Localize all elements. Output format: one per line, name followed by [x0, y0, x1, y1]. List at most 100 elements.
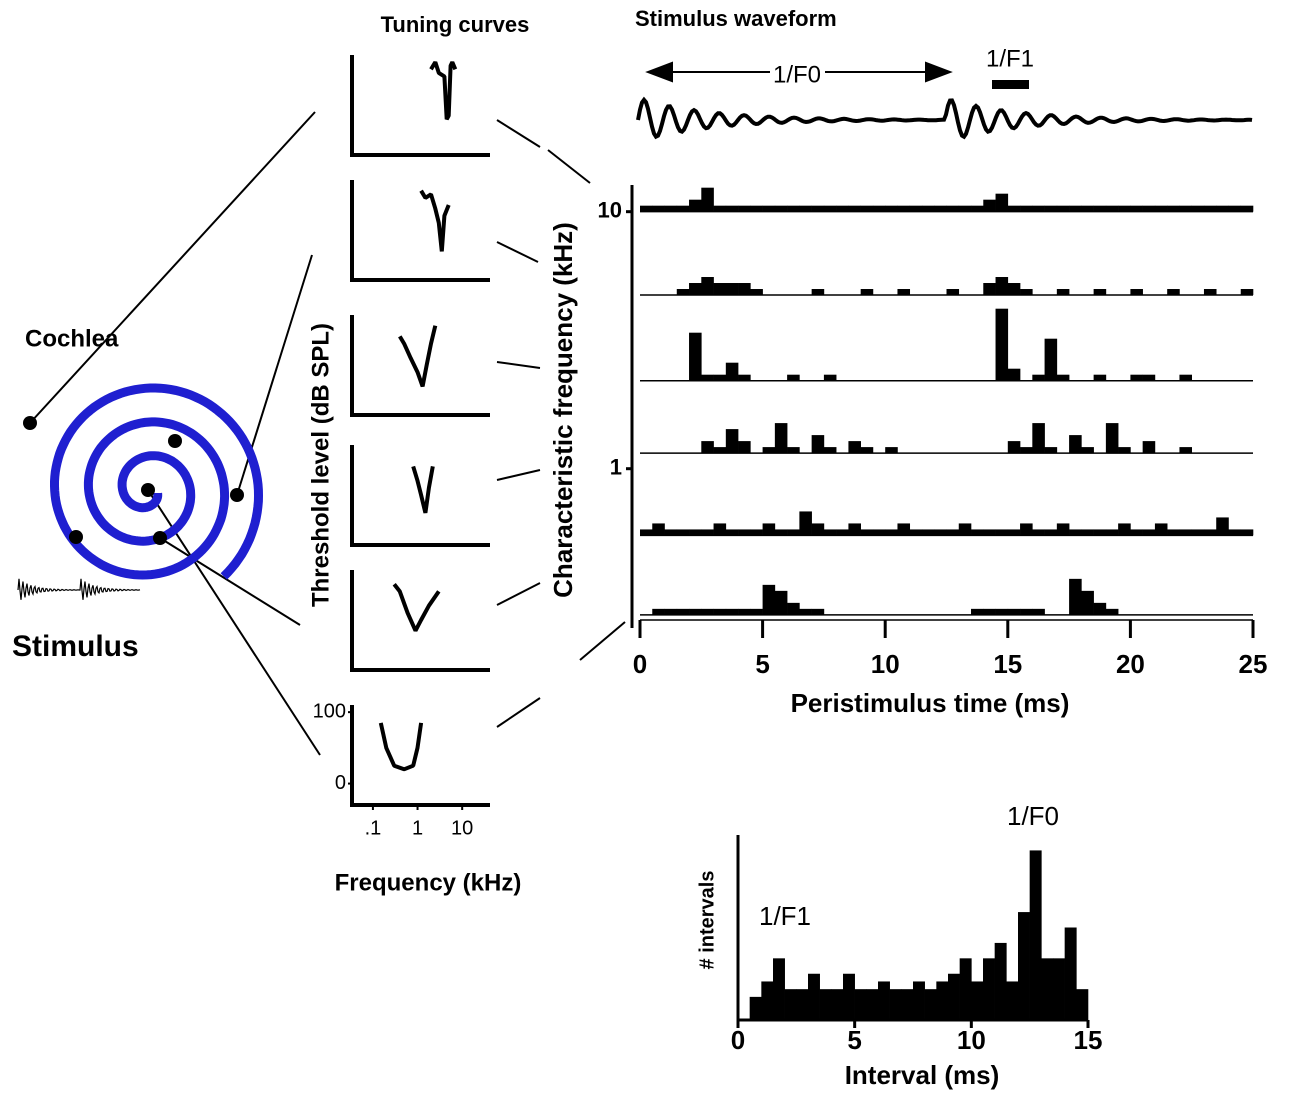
- pst-bar: [1203, 289, 1217, 296]
- pst-bar: [1130, 374, 1143, 381]
- x-tick-label: 20: [1116, 649, 1145, 679]
- x-tick-label: 10: [451, 817, 473, 839]
- pst-bar: [946, 529, 960, 536]
- x-axis-label: Interval (ms): [845, 1060, 1000, 1090]
- pst-bar: [1203, 205, 1217, 212]
- interval-bar: [994, 942, 1007, 1020]
- pst-bar: [738, 529, 751, 536]
- connectors: [29, 61, 1029, 756]
- pst-bar: [1191, 529, 1205, 536]
- pst-bar: [1130, 289, 1143, 296]
- pst-bar: [1081, 529, 1094, 536]
- pst-bar: [1081, 205, 1094, 212]
- x-tick-label: 25: [1239, 649, 1268, 679]
- cochlea-site: [230, 488, 244, 502]
- pst-bar: [811, 523, 825, 536]
- cochlea-site: [153, 531, 167, 545]
- pst-bar: [1007, 283, 1021, 296]
- pst-bar: [1130, 529, 1143, 536]
- pst-bar: [995, 193, 1009, 212]
- interval-bar: [1041, 958, 1054, 1020]
- x-tick-label: 5: [847, 1025, 861, 1055]
- pst-bar: [725, 529, 739, 536]
- y-axis-label: # intervals: [696, 871, 718, 970]
- pst-bar: [958, 205, 972, 212]
- interval-bar: [843, 973, 855, 1020]
- pst-bar: [1032, 423, 1045, 454]
- pst-bar: [750, 205, 763, 212]
- interval-bar: [959, 958, 972, 1020]
- interval-bar: [749, 996, 762, 1020]
- pst-bar: [1056, 205, 1070, 212]
- pst-bar: [725, 205, 739, 212]
- pst-bar: [787, 205, 800, 212]
- pst-bar: [1216, 205, 1229, 212]
- stimulus-label: Stimulus: [12, 630, 139, 663]
- x-tick-label: 15: [1074, 1025, 1103, 1055]
- x-tick-label: 0: [633, 649, 647, 679]
- pst-bar: [1228, 529, 1242, 536]
- stimulus-waveform: [636, 96, 1253, 140]
- pst-bar: [971, 608, 984, 615]
- pst-bar: [1216, 517, 1229, 536]
- pst-bar: [1105, 423, 1119, 454]
- pst-bar: [1020, 447, 1033, 454]
- pst-bar: [725, 429, 739, 454]
- cochlea-site: [69, 530, 83, 544]
- pst-bar: [823, 529, 837, 536]
- pst-bar: [664, 608, 678, 615]
- interval-bar: [1076, 989, 1089, 1020]
- pst-bar: [983, 529, 996, 536]
- pst-bar: [750, 608, 763, 615]
- panel-axes: [350, 445, 490, 547]
- interval-bar: [971, 981, 984, 1020]
- x-tick-label: 15: [993, 649, 1022, 679]
- pst-bar: [664, 205, 678, 212]
- pst-bar: [946, 205, 960, 212]
- pst-bar: [762, 523, 776, 536]
- pst-bar: [1032, 608, 1045, 615]
- pst-bar: [750, 289, 763, 296]
- interval-bar: [901, 989, 914, 1020]
- x-tick-label: 10: [871, 649, 900, 679]
- pst-bar: [1093, 602, 1107, 615]
- pst-bar: [1032, 529, 1045, 536]
- tuning-curve: [392, 583, 441, 632]
- annotation: 1/F0: [1007, 801, 1059, 831]
- pst-bar: [738, 283, 751, 296]
- x-tick-label: 10: [957, 1025, 986, 1055]
- pst-bar: [860, 529, 874, 536]
- pst-bar: [762, 205, 776, 212]
- pst-bar: [1179, 529, 1192, 536]
- tuning-curve: [411, 465, 435, 514]
- pst-bar: [1179, 447, 1192, 454]
- cochlea-site: [141, 483, 155, 497]
- pst-bar: [921, 205, 935, 212]
- pst-bar: [1240, 205, 1254, 212]
- pst-bar: [811, 435, 825, 454]
- pst-bar: [762, 447, 776, 454]
- tuning-curve: [378, 722, 424, 772]
- pst-bar: [701, 187, 714, 212]
- pst-bar: [1069, 578, 1082, 615]
- pst-bar: [1179, 374, 1192, 381]
- interval-bar: [808, 973, 820, 1020]
- pst-bar: [750, 529, 763, 536]
- interval-bar: [761, 981, 774, 1020]
- x-tick-label: 1: [412, 817, 423, 839]
- pst-bar: [1081, 590, 1094, 615]
- pst-bar: [787, 602, 800, 615]
- pst-bar: [1105, 529, 1119, 536]
- interval-bar: [936, 981, 949, 1020]
- pst-bar: [689, 529, 702, 536]
- interval-bar: [1006, 981, 1019, 1020]
- pst-bar: [983, 608, 996, 615]
- pst-bar: [1142, 205, 1156, 212]
- x-tick-label: 0: [731, 1025, 745, 1055]
- pst-bar: [738, 205, 751, 212]
- pst-bar: [1007, 608, 1021, 615]
- pst-bar: [1142, 529, 1156, 536]
- pst-bar: [885, 529, 898, 536]
- pst-bar: [701, 277, 714, 296]
- pst-bar: [652, 608, 665, 615]
